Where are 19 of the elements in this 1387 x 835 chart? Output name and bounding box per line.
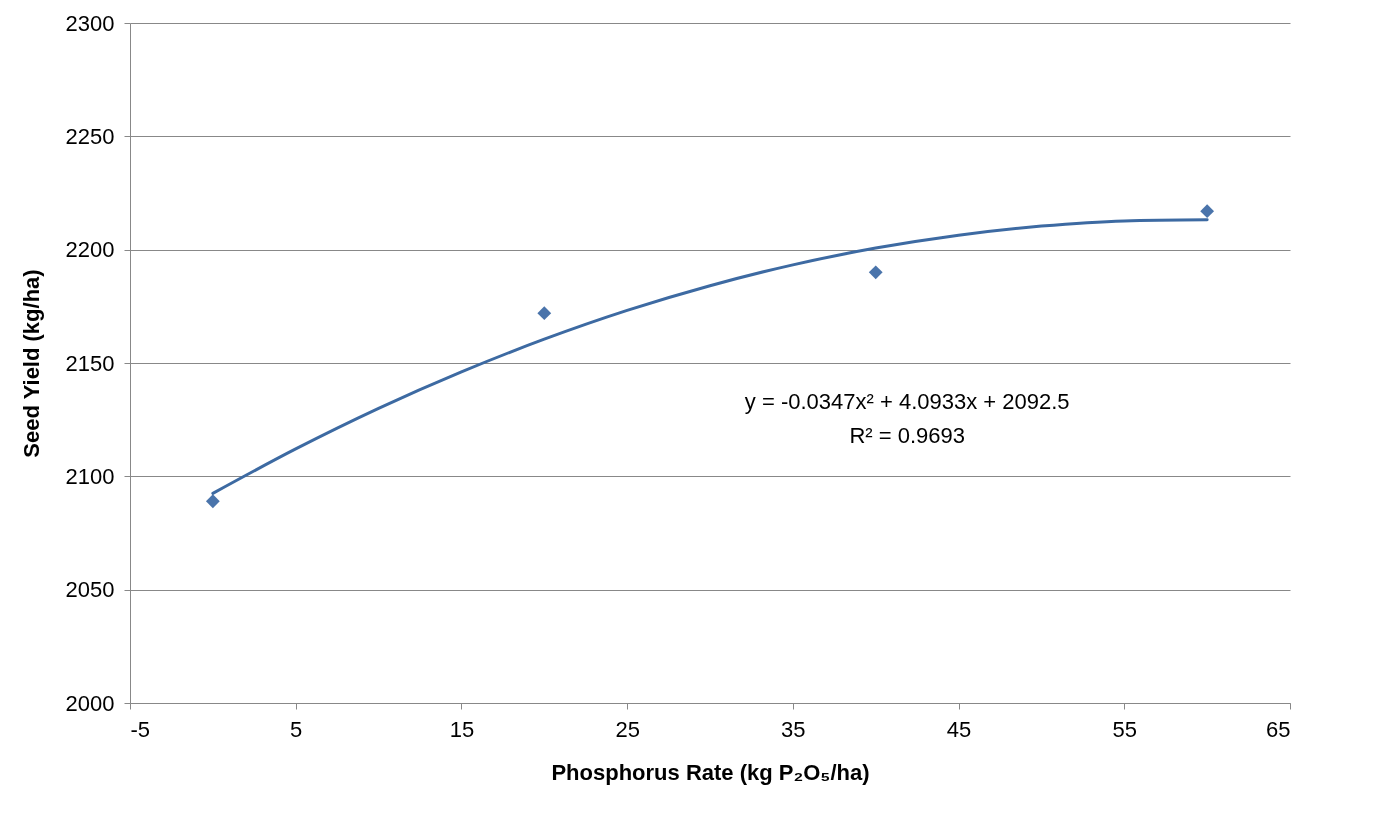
y-tick-label: 2200	[65, 237, 115, 263]
annotation: R² = 0.9693	[849, 423, 965, 449]
y-tick-label: 2300	[65, 10, 115, 36]
y-tick-label: 2050	[65, 577, 115, 603]
y-tick-label: 2150	[65, 350, 115, 376]
x-tick-label: 65	[1266, 716, 1291, 742]
y-tick-label: 2000	[65, 690, 115, 716]
y-axis-title: Seed Yield (kg/ha)	[18, 269, 44, 458]
x-tick-label: 55	[1112, 716, 1138, 742]
x-tick-label: -5	[130, 716, 151, 742]
x-tick-label: 35	[781, 716, 806, 742]
y-tick-label: 2250	[65, 123, 115, 149]
y-tick-label: 2100	[65, 463, 115, 489]
x-tick-label: 25	[615, 716, 640, 742]
x-tick-label: 45	[946, 716, 972, 742]
x-tick-label: 5	[290, 716, 303, 742]
x-tick-label: 15	[449, 716, 475, 742]
x-axis-title: Phosphorus Rate (kg P₂O₅/ha)	[551, 759, 870, 785]
annotation: y = -0.0347x² + 4.0933x + 2092.5	[744, 389, 1070, 415]
